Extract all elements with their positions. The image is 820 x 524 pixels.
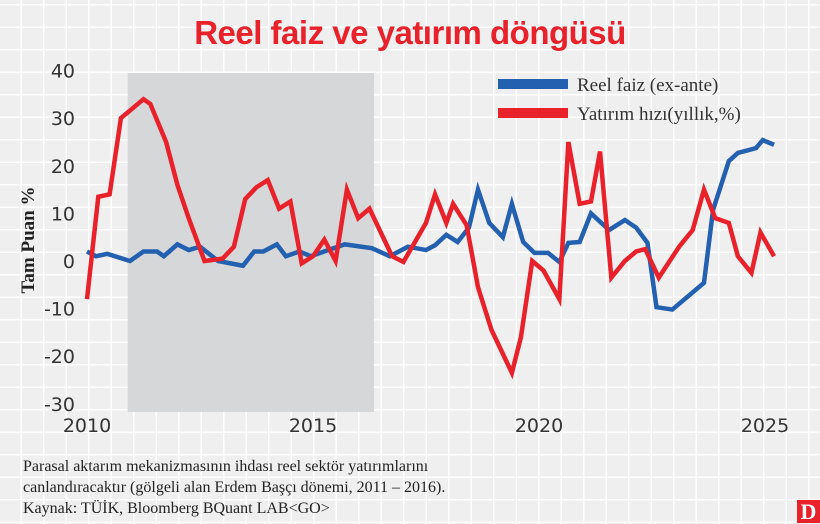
y-tick-label: -30 xyxy=(44,394,75,416)
series-line-yatirim-hizi xyxy=(84,96,776,380)
x-tick-label: 2025 xyxy=(741,415,789,437)
chart-title: Reel faiz ve yatırım döngüsü xyxy=(194,14,626,51)
x-tick-label: 2010 xyxy=(63,415,111,437)
legend-swatch xyxy=(498,108,568,118)
y-axis-label: Tam Puan % xyxy=(18,187,39,294)
shaded-period xyxy=(127,73,375,412)
legend-swatch xyxy=(498,79,568,89)
y-tick-label: -10 xyxy=(44,299,75,321)
brand-logo: D xyxy=(797,500,820,524)
legend-label: Yatırım hızı(yıllık,%) xyxy=(577,104,741,125)
note-line-2: canlandıracaktır (gölgeli alan Erdem Baş… xyxy=(23,479,446,496)
y-tick-label: -20 xyxy=(44,346,75,368)
y-tick-label: 10 xyxy=(51,203,75,225)
y-tick-label: 0 xyxy=(63,251,75,273)
x-tick-label: 2020 xyxy=(515,415,563,437)
series-line-reel-faiz xyxy=(85,137,775,312)
x-tick-label: 2015 xyxy=(289,415,337,437)
legend-label: Reel faiz (ex-ante) xyxy=(577,75,718,96)
y-tick-label: 40 xyxy=(51,61,75,83)
source-note: Kaynak: TÜİK, Bloomberg BQuant LAB<GO> xyxy=(23,500,330,517)
y-tick-label: 30 xyxy=(51,108,75,130)
note-line-1: Parasal aktarım mekanizmasının ihdası re… xyxy=(23,458,429,475)
y-tick-label: 20 xyxy=(51,156,75,178)
